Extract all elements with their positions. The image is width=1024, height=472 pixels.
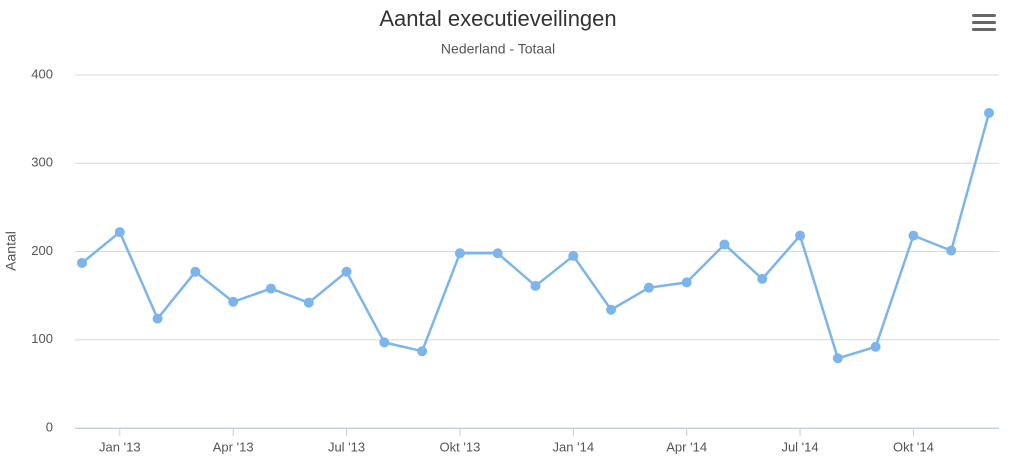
y-tick-label: 300	[31, 155, 53, 170]
x-tick-label: Jul '14	[781, 439, 818, 454]
y-axis-title: Aantal	[3, 231, 19, 271]
data-point	[908, 230, 919, 241]
data-point	[152, 313, 163, 324]
data-point	[568, 250, 579, 261]
data-point	[681, 277, 692, 288]
data-point	[341, 266, 352, 277]
data-point	[190, 266, 201, 277]
x-tick-label: Jul '13	[328, 439, 365, 454]
data-point	[643, 282, 654, 293]
data-point	[719, 239, 730, 250]
menu-button[interactable]	[972, 14, 996, 31]
x-tick-label: Okt '13	[440, 439, 481, 454]
data-point	[984, 107, 994, 118]
y-tick-label: 100	[31, 331, 53, 346]
y-tick-label: 0	[46, 419, 53, 434]
x-tick-label: Apr '14	[666, 439, 707, 454]
data-point	[265, 283, 276, 294]
data-point	[870, 341, 881, 352]
data-point	[417, 346, 428, 357]
data-point	[757, 273, 768, 284]
data-point	[832, 353, 843, 364]
data-point	[795, 230, 806, 241]
y-tick-label: 400	[31, 66, 53, 81]
data-point	[946, 245, 957, 256]
data-point	[530, 280, 541, 291]
y-tick-label: 200	[31, 243, 53, 258]
menu-bar	[972, 28, 996, 31]
x-tick-label: Apr '13	[213, 439, 254, 454]
series-line	[81, 112, 991, 360]
data-point	[379, 337, 390, 348]
x-tick-label: Jan '13	[99, 439, 141, 454]
x-tick-label: Okt '14	[893, 439, 934, 454]
data-point	[228, 296, 239, 307]
data-point	[492, 248, 503, 259]
data-point	[114, 227, 125, 238]
data-point	[77, 257, 87, 268]
chart-subtitle: Nederland - Totaal	[441, 41, 555, 57]
menu-bar	[972, 21, 996, 24]
data-point	[303, 297, 314, 308]
menu-bar	[972, 14, 996, 17]
data-point	[606, 304, 617, 315]
chart-title: Aantal executieveilingen	[379, 6, 616, 31]
x-tick-label: Jan '14	[553, 439, 595, 454]
data-point	[454, 248, 465, 259]
